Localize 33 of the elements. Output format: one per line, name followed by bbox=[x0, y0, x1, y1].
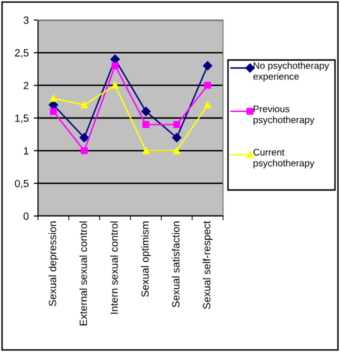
point bbox=[112, 82, 119, 89]
x-tick-label: Sexual satisfaction bbox=[172, 222, 180, 308]
y-tick-label: 0,5 bbox=[14, 180, 29, 188]
y-tick-label: 1,5 bbox=[15, 114, 29, 124]
point bbox=[204, 82, 212, 89]
point bbox=[173, 147, 180, 154]
y-tick-label: 0 bbox=[24, 212, 29, 220]
y-tick-label: 2 bbox=[24, 82, 28, 90]
point bbox=[142, 147, 150, 154]
point bbox=[172, 132, 182, 142]
x-tick-label: Sexual optimism bbox=[141, 222, 151, 297]
x-tick-label: External sexual control bbox=[79, 222, 88, 326]
point bbox=[80, 132, 89, 142]
point bbox=[80, 101, 88, 108]
point bbox=[50, 94, 57, 102]
point bbox=[204, 101, 212, 108]
point bbox=[80, 147, 88, 154]
point bbox=[112, 62, 119, 70]
legend-label: No psychotherapy experience bbox=[253, 62, 330, 82]
point bbox=[110, 54, 120, 64]
x-tick-label: Sexual self-respect bbox=[202, 220, 212, 309]
legend-label: Current psychotherapy bbox=[253, 148, 314, 168]
legend-label: Previous psychotherapy bbox=[254, 105, 314, 125]
y-tick-label: 1 bbox=[24, 147, 28, 154]
y-tick-label: 2,5 bbox=[15, 49, 29, 58]
point bbox=[50, 108, 57, 115]
x-tick-label: Sexual depression bbox=[48, 222, 58, 306]
x-tick-label: Intern sexual control bbox=[110, 222, 118, 314]
point bbox=[142, 121, 150, 128]
point bbox=[202, 61, 212, 70]
point bbox=[173, 121, 180, 128]
point bbox=[141, 106, 151, 116]
y-tick-label: 3 bbox=[24, 16, 29, 24]
